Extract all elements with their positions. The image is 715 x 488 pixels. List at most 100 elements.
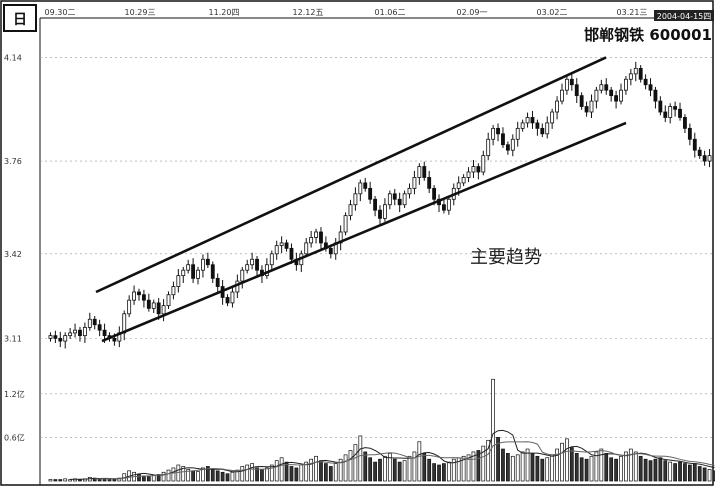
candle <box>486 132 491 161</box>
volume-bar <box>171 467 176 482</box>
candle-body <box>255 258 259 271</box>
volume-bar <box>289 466 294 482</box>
volume-bar <box>338 458 343 482</box>
candle <box>683 114 687 133</box>
candle-body <box>535 122 540 129</box>
candle-body <box>156 302 161 315</box>
volume-bar <box>673 463 677 482</box>
candle-body <box>663 111 668 118</box>
candle <box>215 273 220 293</box>
candle <box>643 74 648 90</box>
period-box[interactable] <box>3 4 37 32</box>
candle-body <box>624 78 628 91</box>
volume-bar <box>294 467 299 482</box>
candle <box>614 90 619 109</box>
volume-bar <box>328 466 333 482</box>
price-tick-label: 4.14 <box>4 53 22 62</box>
candle <box>707 149 712 168</box>
volume-bar <box>422 453 427 482</box>
candle-body <box>569 78 574 86</box>
volume-bar <box>535 455 540 482</box>
volume-bar <box>687 464 692 482</box>
candle <box>176 269 181 293</box>
candle <box>358 179 363 202</box>
volume-bar <box>648 460 653 482</box>
candle <box>122 310 127 341</box>
candle-body <box>58 337 63 342</box>
candle-body <box>314 231 318 238</box>
volume-bar <box>368 457 373 482</box>
volume-bar <box>378 458 382 482</box>
price-axis: 4.14 3.76 3.42 3.11 <box>4 53 22 343</box>
candle <box>609 86 614 102</box>
candle <box>619 83 623 105</box>
candle <box>392 188 397 206</box>
candle-body <box>668 106 673 118</box>
candle-body <box>574 84 579 97</box>
candle <box>446 196 451 215</box>
candle <box>422 161 427 181</box>
date-label: 03.02二 <box>537 8 568 17</box>
candle <box>648 78 653 97</box>
volume-bar <box>373 461 377 482</box>
candle-body <box>412 177 417 189</box>
candle-body <box>250 258 255 266</box>
candle <box>692 132 697 158</box>
volume-bar <box>417 441 422 482</box>
volume-bar <box>137 474 141 482</box>
candle-body <box>599 84 604 91</box>
candle-body <box>48 335 53 339</box>
candle <box>382 198 387 222</box>
candle-body <box>141 294 146 301</box>
volume-bar <box>663 460 668 482</box>
volume-bar <box>48 479 53 482</box>
date-label: 11.20四 <box>209 8 240 17</box>
date-label: 09.30二 <box>45 8 76 17</box>
candle-body <box>309 237 314 244</box>
volume-bar <box>255 467 259 482</box>
volume-bar <box>481 445 486 482</box>
candle-body <box>319 231 323 244</box>
candle <box>491 125 496 146</box>
candle <box>510 134 515 157</box>
candle-body <box>53 335 58 339</box>
volume-bar <box>569 447 574 482</box>
candle <box>427 170 432 193</box>
candle <box>402 190 407 208</box>
candle-body <box>422 166 427 178</box>
stock-title: 邯郸钢铁 600001 <box>584 26 712 44</box>
candle <box>515 121 520 147</box>
volume-bar <box>186 469 191 482</box>
candle <box>387 190 392 210</box>
candle <box>58 331 63 348</box>
candle-body <box>476 166 481 173</box>
candle <box>196 266 200 285</box>
candle-body <box>378 209 382 219</box>
candle-body <box>284 242 289 249</box>
volume-bar <box>201 467 205 482</box>
candle <box>466 167 471 183</box>
volume-tick-label: 1.2亿 <box>4 389 25 399</box>
volume-bar <box>383 455 387 482</box>
candle <box>540 123 545 138</box>
volume-moving-averages <box>70 429 715 480</box>
candle-body <box>530 117 535 124</box>
candle-body <box>486 138 491 157</box>
candle-body <box>417 166 422 178</box>
trend-channel <box>95 56 627 343</box>
candle-body <box>210 264 215 279</box>
volume-bar <box>146 476 151 482</box>
volume-bar <box>515 454 520 482</box>
volume-bar <box>628 448 633 482</box>
candle-body <box>274 245 279 255</box>
candle-body <box>550 111 555 124</box>
volume-bar <box>299 464 304 482</box>
candle <box>663 105 668 123</box>
volume-bar <box>397 461 402 482</box>
volume-bar <box>427 458 432 482</box>
volume-bar <box>604 453 609 482</box>
candle <box>604 78 609 95</box>
candle-body <box>584 106 589 113</box>
candle <box>328 245 333 259</box>
